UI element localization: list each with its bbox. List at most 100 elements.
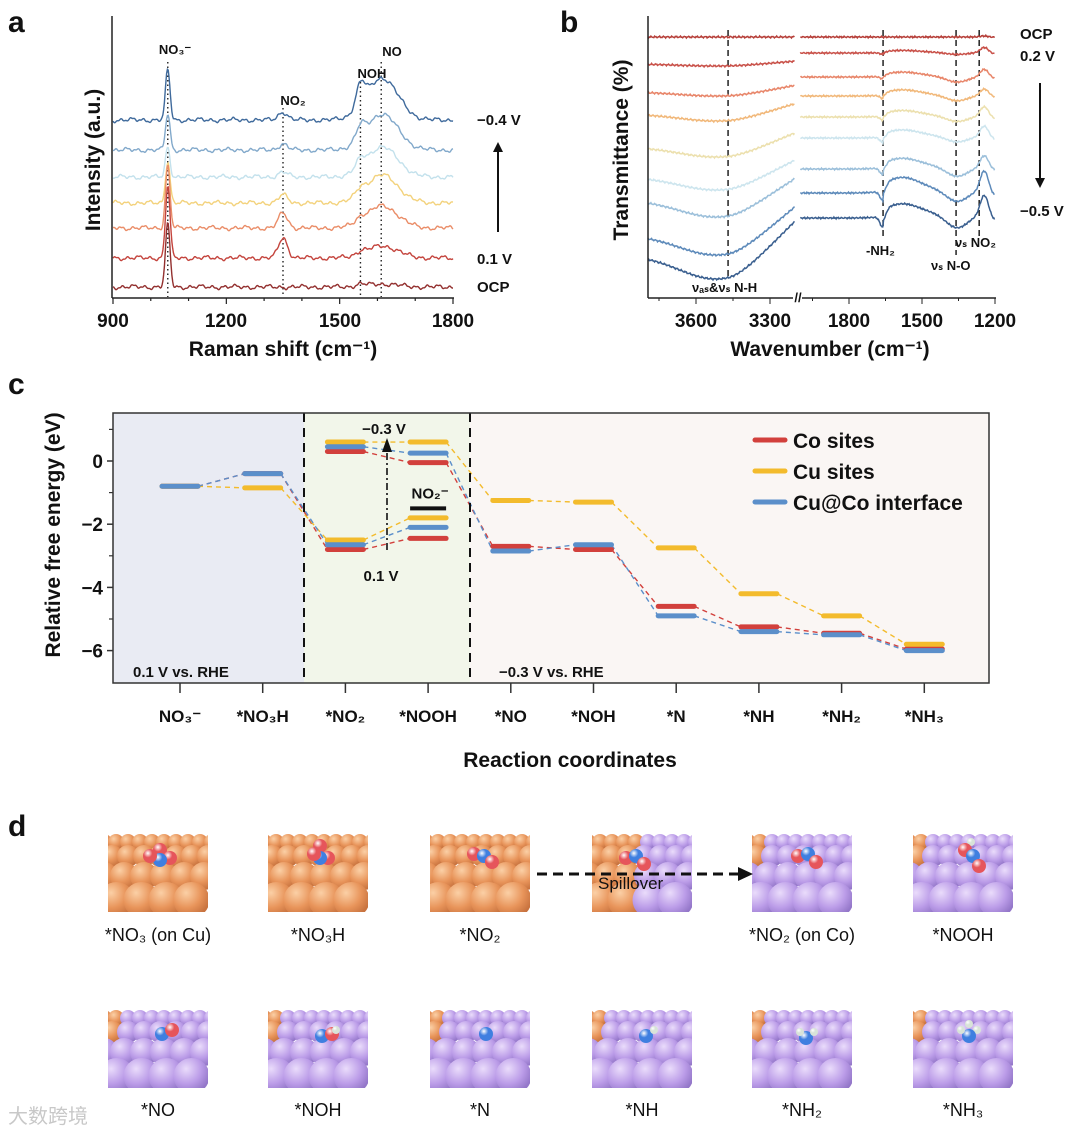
adsorbate-atom: [796, 1028, 804, 1036]
ftir-trace-left: [647, 103, 795, 124]
surface-atom: [825, 845, 847, 867]
adsorbate-atom: [479, 1027, 493, 1041]
series-label-neg05v: −0.5 V: [1020, 203, 1064, 220]
adsorbate-atom: [957, 1026, 965, 1034]
series-label-ocp: OCP: [1020, 26, 1053, 43]
category-label: *NH: [743, 707, 774, 726]
peak-label-noh: NOH: [358, 66, 387, 81]
surface-atom: [181, 1021, 203, 1043]
surface-atom: [938, 845, 960, 867]
surface-atom: [777, 1021, 799, 1043]
surface-atom: [133, 1021, 155, 1043]
adsorbate-atom: [965, 1020, 973, 1028]
category-label: NO₃⁻: [159, 707, 201, 726]
surface-atom: [1002, 1021, 1013, 1043]
surface-atom: [357, 1021, 368, 1043]
surface-atom: [681, 1021, 692, 1043]
ftir-trace-right: [799, 194, 996, 230]
structure-tile: [592, 834, 692, 912]
adsorbate-atom: [637, 857, 651, 871]
structure-label: *NH₂: [782, 1100, 822, 1120]
surface-atom: [617, 1021, 639, 1043]
energy-connector: [859, 615, 907, 645]
surface-atom: [665, 1021, 687, 1043]
surface-atom: [277, 845, 299, 867]
plot-frame: [112, 412, 990, 684]
category-label: *NO: [495, 707, 527, 726]
adsorbate-atom: [973, 1026, 981, 1034]
structure-tile: [430, 834, 530, 912]
panel-b-xtick: 1200: [974, 311, 1016, 332]
raman-trace: [112, 144, 454, 181]
surface-atom: [986, 1021, 1008, 1043]
energy-connector: [363, 450, 411, 464]
high-potential-label: −0.3 V: [362, 421, 406, 438]
adsorbate-atom: [639, 1029, 653, 1043]
panel-letter-d: d: [8, 810, 26, 843]
surface-atom: [333, 882, 368, 912]
legend-label: Cu@Co interface: [793, 492, 963, 515]
watermark: 大数跨境: [8, 1104, 88, 1128]
category-label: *NOH: [571, 707, 615, 726]
region-label-01v: 0.1 V vs. RHE: [133, 664, 229, 681]
structure-label: *NO: [140, 1100, 175, 1120]
structure-tile: [268, 834, 368, 912]
surface-atom: [809, 1021, 831, 1043]
structure-tile: [913, 1010, 1013, 1088]
energy-connector: [528, 545, 576, 551]
surface-atom: [503, 845, 525, 867]
structure-label: *NO₃ (on Cu): [104, 925, 212, 945]
panel-b-xtick: 3300: [749, 311, 791, 332]
band-label-nh2: -NH₂: [866, 243, 895, 258]
surface-atom: [293, 1021, 315, 1043]
surface-atom: [197, 845, 208, 867]
y-tick-label: −4: [81, 578, 103, 599]
peak-label-no2: NO₂: [280, 93, 306, 108]
raman-trace: [113, 112, 454, 154]
ftir-trace-left: [647, 159, 795, 192]
energy-connector: [776, 630, 824, 636]
series-label-01v: 0.1 V: [477, 251, 512, 268]
category-label: *NH₂: [822, 707, 861, 726]
structure-label: *NH: [625, 1100, 659, 1120]
energy-connector: [610, 549, 659, 607]
region-label-neg03v: −0.3 V vs. RHE: [499, 664, 604, 681]
peak-label-no: NO: [382, 44, 402, 59]
energy-connector: [611, 501, 659, 549]
surface-atom: [978, 1058, 1013, 1088]
category-label: *NO₃H: [237, 707, 289, 726]
surface-atom: [649, 845, 671, 867]
surface-atom: [173, 1058, 208, 1088]
charts-canvas: a b c Intensity (a.u.) Raman shift (cm⁻¹…: [8, 6, 1064, 772]
ftir-trace-right: [800, 67, 995, 85]
category-label: *NO₂: [326, 707, 366, 726]
adsorbate-atom: [972, 859, 986, 873]
y-tick-label: −2: [81, 515, 103, 536]
adsorbate-atom: [809, 855, 823, 869]
series-label-ocp: OCP: [477, 279, 510, 296]
raman-trace: [112, 222, 453, 291]
category-label: *N: [667, 707, 686, 726]
panel-b-xtick: 1800: [828, 311, 870, 332]
surface-atom: [439, 845, 461, 867]
adsorbate-atom: [307, 847, 321, 861]
structure-label: *N: [469, 1100, 490, 1120]
energy-connector: [363, 446, 411, 454]
structure-tile: [108, 834, 208, 912]
energy-connector: [528, 544, 576, 552]
surface-atom: [777, 845, 799, 867]
y-tick-label: 0: [92, 452, 103, 473]
panel-letter-d-wrap: d: [8, 810, 26, 843]
ftir-trace-left: [647, 206, 796, 258]
surface-atom: [117, 1021, 139, 1043]
energy-connector: [445, 441, 494, 501]
raman-trace: [112, 67, 454, 124]
energy-connector: [776, 626, 824, 634]
energy-connector: [197, 472, 245, 487]
axis-break: //: [794, 290, 802, 305]
potential-arrow-down: [1035, 83, 1045, 188]
structure-label: *NH₃: [942, 1100, 984, 1120]
surface-atom: [173, 882, 208, 912]
surface-atom: [117, 845, 139, 867]
ftir-trace-right: [800, 124, 995, 146]
